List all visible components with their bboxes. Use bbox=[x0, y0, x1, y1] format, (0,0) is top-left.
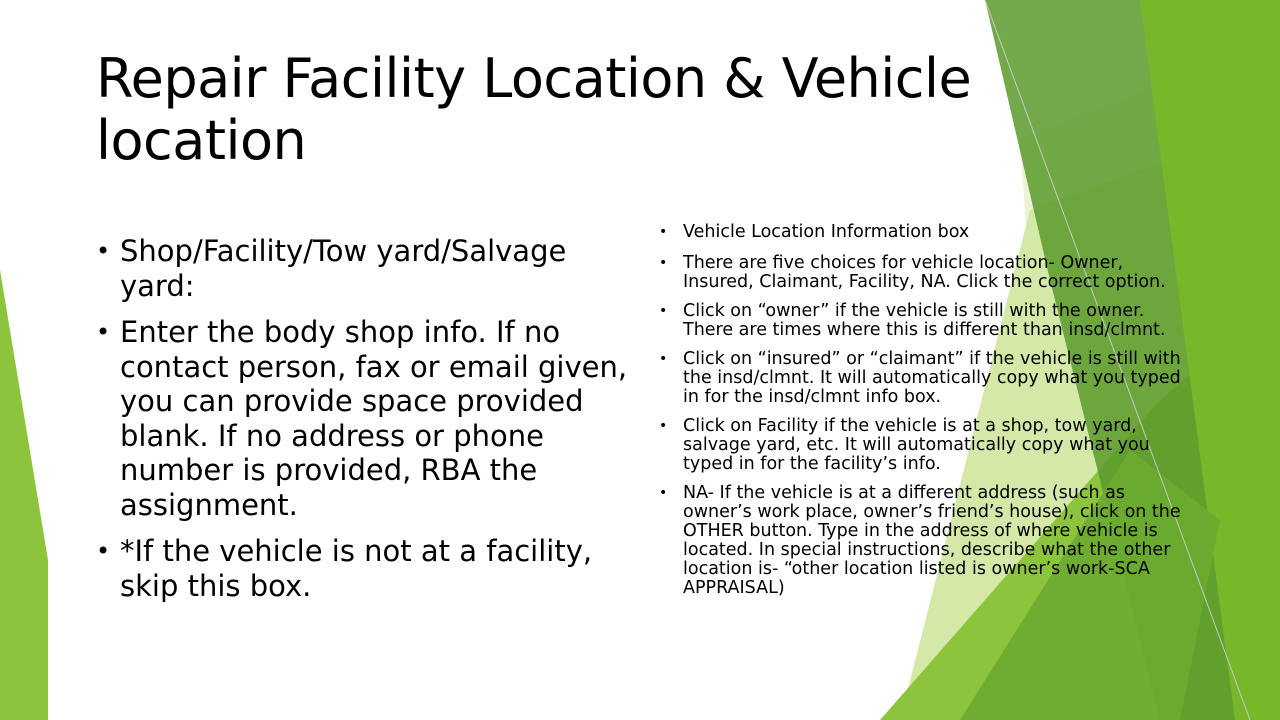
slide-title: Repair Facility Location & Vehicle locat… bbox=[96, 47, 972, 172]
left-bullet-text: Shop/Facility/Tow yard/Salvage yard: bbox=[120, 234, 567, 303]
bullet-glyph: • bbox=[659, 485, 668, 501]
bullet-glyph: • bbox=[96, 318, 111, 346]
left-bullet-text: Enter the body shop info. If no contact … bbox=[120, 315, 628, 522]
facet-shadow bbox=[960, 450, 1220, 720]
bullet-glyph: • bbox=[659, 351, 668, 367]
right-bullet-text: Vehicle Location Information box bbox=[683, 222, 970, 242]
bullet-glyph: • bbox=[96, 237, 111, 265]
right-bullet-item: • Click on “owner” if the vehicle is stil… bbox=[659, 302, 1199, 340]
bullet-glyph: • bbox=[659, 224, 668, 240]
left-bullet-text: *If the vehicle is not at a facility, sk… bbox=[120, 534, 593, 603]
right-bullet-item: • Click on “insured” or “claimant” if the… bbox=[659, 350, 1199, 407]
bullet-glyph: • bbox=[659, 418, 668, 434]
left-bullet-item: • Enter the body shop info. If no contact… bbox=[96, 315, 636, 522]
right-bullet-text: Click on Facility if the vehicle is at a… bbox=[683, 416, 1150, 474]
right-bullet-item: • NA- If the vehicle is at a different ad… bbox=[659, 484, 1199, 598]
left-bullet-list: • Shop/Facility/Tow yard/Salvage yard: • E… bbox=[96, 234, 636, 615]
bullet-glyph: • bbox=[659, 303, 668, 319]
right-bullet-item: • Vehicle Location Information box bbox=[659, 223, 1199, 242]
right-bullet-text: Click on “owner” if the vehicle is still… bbox=[683, 301, 1166, 340]
right-bullet-text: There are five choices for vehicle locat… bbox=[683, 253, 1166, 292]
left-bullet-item: • *If the vehicle is not at a facility, s… bbox=[96, 534, 636, 603]
right-bullet-item: • Click on Facility if the vehicle is at … bbox=[659, 417, 1199, 474]
facet-right-band bbox=[1140, 0, 1280, 720]
right-bullet-text: Click on “insured” or “claimant” if the … bbox=[683, 349, 1181, 407]
facet-left-corner bbox=[0, 270, 48, 720]
left-bullet-item: • Shop/Facility/Tow yard/Salvage yard: bbox=[96, 234, 636, 303]
bullet-glyph: • bbox=[659, 255, 668, 271]
bullet-glyph: • bbox=[96, 537, 111, 565]
right-bullet-item: • There are five choices for vehicle loca… bbox=[659, 254, 1199, 292]
right-bullet-list: • Vehicle Location Information box • There… bbox=[659, 223, 1199, 608]
right-bullet-text: NA- If the vehicle is at a different add… bbox=[683, 483, 1181, 598]
facet-line bbox=[984, 0, 1251, 720]
